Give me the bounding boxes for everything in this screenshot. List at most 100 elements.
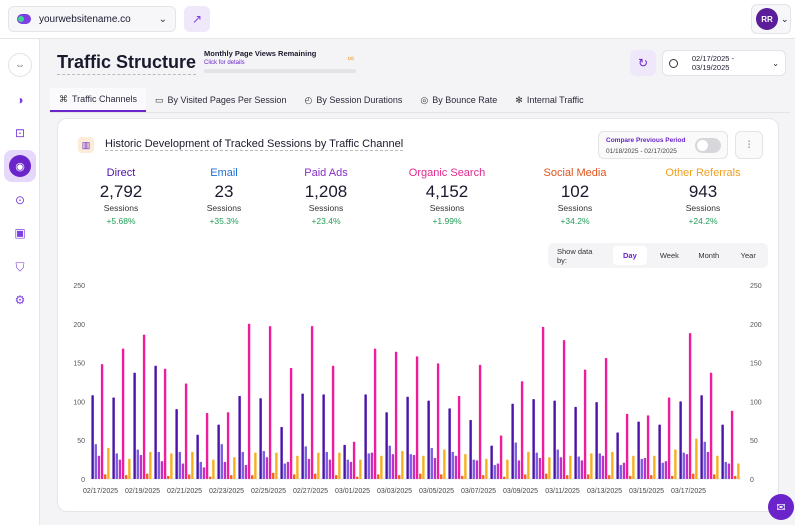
show-by-week[interactable]: Week: [659, 251, 679, 260]
y-tick-label: 0: [81, 477, 85, 484]
compare-dates: 01/18/2025 - 02/17/2025: [606, 148, 677, 155]
target-icon: ◎: [420, 94, 429, 105]
sidebar-item-scan[interactable]: ⊙: [8, 188, 32, 212]
bar-organic-search: [415, 356, 419, 479]
bar-paid-ads: [307, 458, 311, 479]
bar-email: [535, 452, 538, 479]
metric-unit: Sessions: [206, 203, 242, 213]
bar-organic-search: [604, 357, 608, 479]
y-tick-label: 100: [73, 399, 85, 406]
site-selector[interactable]: yourwebsitename.co ⌄: [8, 6, 176, 32]
bar-direct: [196, 434, 199, 479]
bar-social-media: [503, 476, 506, 479]
bar-other-referrals: [170, 453, 173, 479]
bar-paid-ads: [685, 454, 689, 479]
date-range-value: 02/17/2025 - 03/19/2025: [691, 54, 735, 72]
bar-paid-ads: [706, 451, 710, 479]
bar-email: [388, 445, 391, 479]
bar-other-referrals: [527, 451, 530, 479]
bar-paid-ads: [517, 460, 521, 479]
bar-organic-search: [205, 413, 209, 479]
sidebar-collapse-button[interactable]: ⇔: [8, 53, 32, 77]
sidebar-item-settings[interactable]: ⚙: [8, 288, 32, 312]
bar-direct: [133, 372, 136, 479]
bar-email: [262, 451, 265, 479]
bar-email: [367, 453, 370, 479]
bar-email: [577, 456, 580, 479]
show-by-day[interactable]: Day: [613, 246, 647, 265]
bar-social-media: [293, 474, 296, 479]
bar-email: [451, 451, 454, 479]
pageviews-title: Monthly Page Views Remaining: [204, 49, 317, 58]
tab-internal-traffic[interactable]: ✻ Internal Traffic: [506, 88, 592, 112]
bar-other-referrals: [674, 449, 677, 479]
show-by-year[interactable]: Year: [740, 251, 756, 260]
pages-icon: ▭: [155, 94, 164, 105]
bar-direct: [553, 400, 556, 479]
filter-button[interactable]: ⫶: [735, 131, 763, 159]
tab-bounce-rate[interactable]: ◎ By Bounce Rate: [411, 88, 506, 112]
bar-social-media: [713, 474, 716, 479]
metric-unit: Sessions: [308, 203, 344, 213]
tab-session-durations[interactable]: ◴ By Session Durations: [295, 88, 411, 112]
bar-direct: [511, 403, 514, 479]
spark-icon: ✻: [515, 94, 523, 105]
refresh-button[interactable]: ↻: [630, 50, 656, 76]
pageviews-details-link[interactable]: Click for details: [204, 60, 245, 66]
bar-paid-ads: [538, 458, 542, 479]
bar-other-referrals: [716, 455, 719, 479]
bar-other-referrals: [275, 452, 278, 479]
date-range-picker[interactable]: 02/17/2025 - 03/19/2025 ⌄: [662, 50, 786, 76]
bar-social-media: [335, 475, 338, 479]
show-by-month[interactable]: Month: [698, 251, 720, 260]
tab-visited-pages[interactable]: ▭ By Visited Pages Per Session: [146, 88, 295, 112]
y-tick-label-right: 250: [750, 283, 762, 290]
sidebar-item-chat[interactable]: ▣: [8, 221, 32, 245]
bar-direct: [616, 432, 619, 479]
user-menu[interactable]: RR ⌄: [751, 4, 791, 34]
bar-email: [199, 461, 202, 479]
sidebar-item-security[interactable]: ⛉: [8, 255, 32, 279]
pageviews-value: ∞: [347, 53, 354, 63]
metric-unit: Sessions: [557, 203, 593, 213]
metric-paid-ads: Paid Ads 1,208 Sessions +23.4%: [271, 167, 381, 226]
bar-organic-search: [457, 395, 461, 479]
support-chat-button[interactable]: ✉: [768, 494, 794, 520]
shield-icon: ⛉: [15, 259, 25, 274]
bar-email: [325, 451, 328, 479]
bar-other-referrals: [569, 455, 572, 479]
bar-email: [598, 453, 601, 479]
x-tick-label: 02/21/2025: [167, 488, 202, 495]
bar-email: [115, 453, 118, 479]
bar-paid-ads: [391, 454, 395, 479]
bar-organic-search: [478, 364, 482, 479]
sessions-bar-chart: 0 0 50 50 100 100 150 150 200 200 250 250 02/17/2025…: [73, 283, 762, 495]
bar-paid-ads: [559, 457, 563, 479]
bar-paid-ads: [433, 458, 437, 479]
tab-bar: ⌘ Traffic Channels ▭ By Visited Pages Per …: [50, 88, 593, 112]
bar-paid-ads: [118, 459, 122, 479]
tab-traffic-channels[interactable]: ⌘ Traffic Channels: [50, 88, 147, 112]
x-tick-label: 03/03/2025: [377, 488, 412, 495]
compare-period: Compare Previous Period 01/18/2025 - 02/…: [598, 131, 728, 159]
bar-direct: [490, 445, 493, 479]
x-tick-label: 03/09/2025: [503, 488, 538, 495]
sidebar-item-dashboard[interactable]: ◑: [8, 88, 32, 112]
bar-paid-ads: [643, 458, 647, 479]
bar-email: [724, 461, 727, 479]
x-tick-label: 03/01/2025: [335, 488, 370, 495]
y-tick-label: 150: [73, 361, 85, 368]
bar-direct: [427, 400, 430, 479]
open-site-button[interactable]: ↗: [184, 6, 210, 32]
bar-other-referrals: [485, 458, 488, 479]
sidebar-item-traffic[interactable]: ◉: [4, 150, 36, 182]
compare-toggle[interactable]: [695, 138, 721, 153]
sidebar-item-inbox[interactable]: ⊡: [8, 121, 32, 145]
y-tick-label: 200: [73, 322, 85, 329]
metric-name: Social Media: [543, 167, 607, 179]
bar-other-referrals: [695, 438, 698, 479]
metric-name: Email: [210, 167, 238, 179]
chevron-down-icon: ⌄: [781, 13, 789, 24]
sidebar: ⇔ ◑ ⊡ ◉ ⊙ ▣ ⛉ ⚙: [0, 39, 40, 525]
metric-unit: Sessions: [685, 203, 721, 213]
